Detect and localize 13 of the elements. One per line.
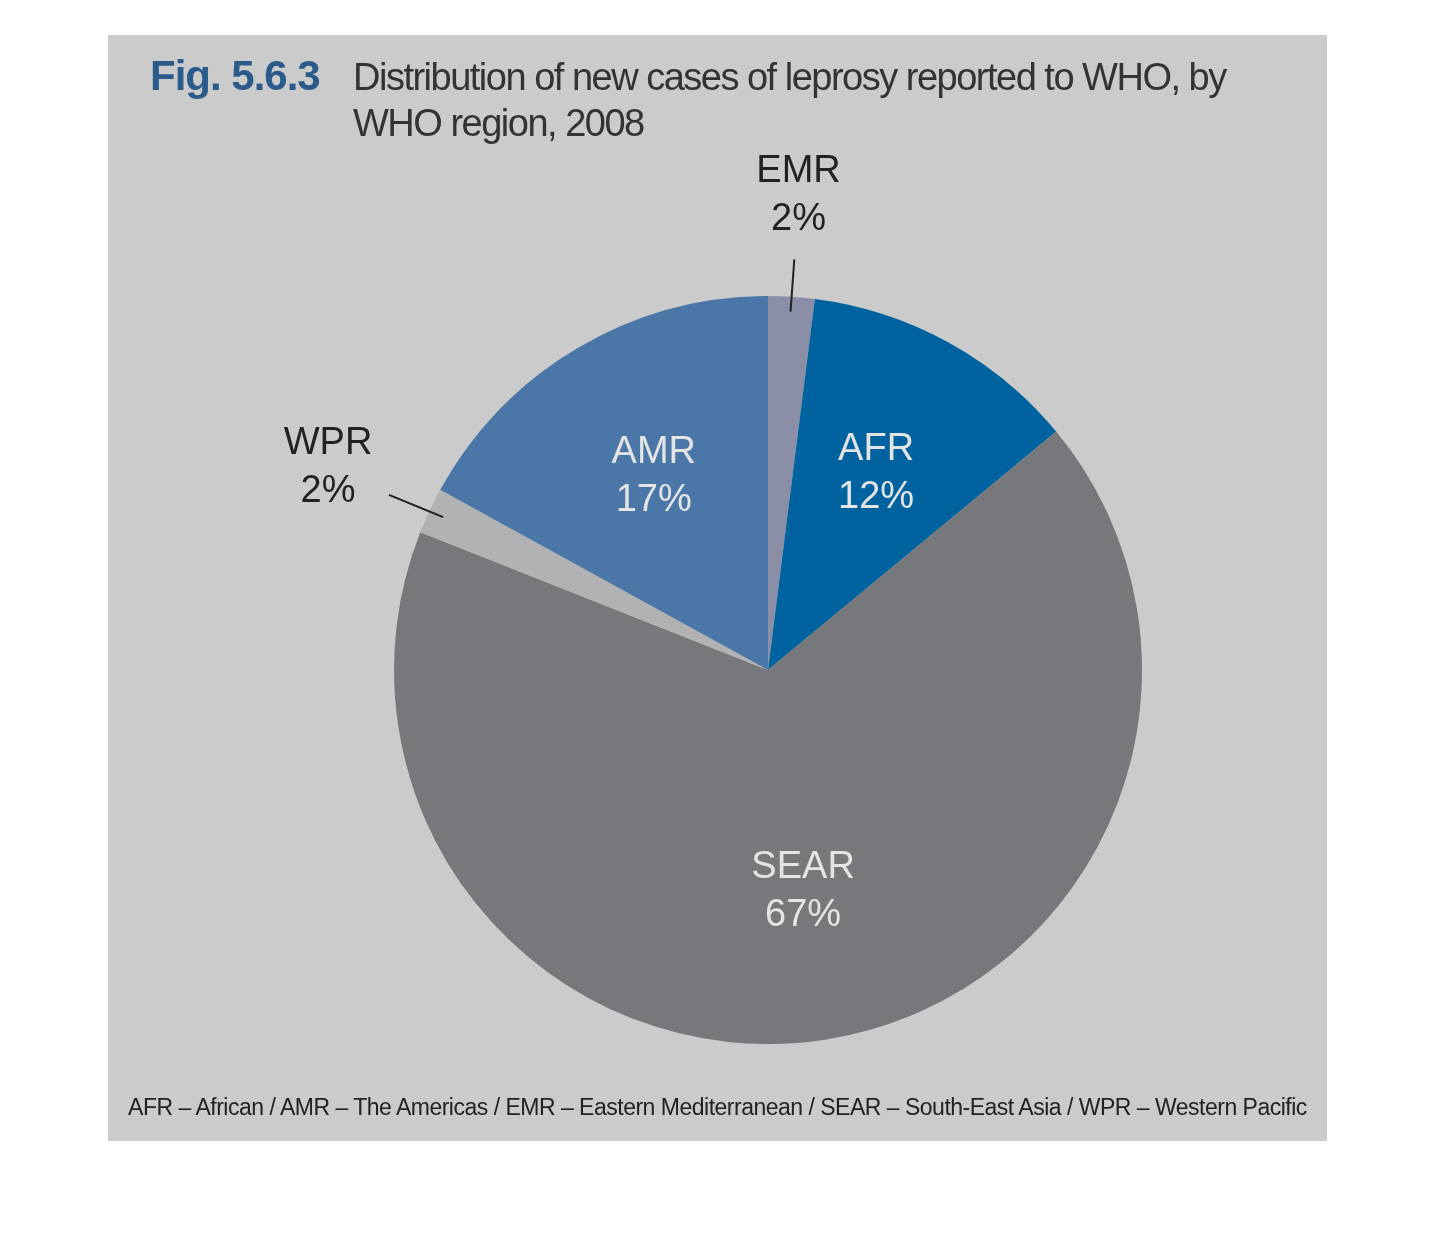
chart-subtitle: Distribution of new cases of leprosy reported to WHO, by WHO region, 2008 xyxy=(353,55,1228,146)
data-label: 2% xyxy=(300,468,356,511)
slice-label: EMR xyxy=(756,148,841,191)
data-label: 2% xyxy=(771,196,826,239)
data-label: 17% xyxy=(615,477,692,520)
chart-title: Fig. 5.6.3 xyxy=(150,52,320,100)
text: AFR – African / AMR – The Americas / EMR – Eastern Mediterranean / SEAR – South-East Asia / WPR – Western Pacific xyxy=(127,1094,1308,1121)
slice-label: AMR xyxy=(611,429,696,472)
slice-label: AFR xyxy=(838,425,915,468)
slice-label: WPR xyxy=(283,420,373,463)
data-label: 67% xyxy=(765,892,842,935)
data-label: 12% xyxy=(838,473,915,516)
slice-label: SEAR xyxy=(751,844,855,887)
